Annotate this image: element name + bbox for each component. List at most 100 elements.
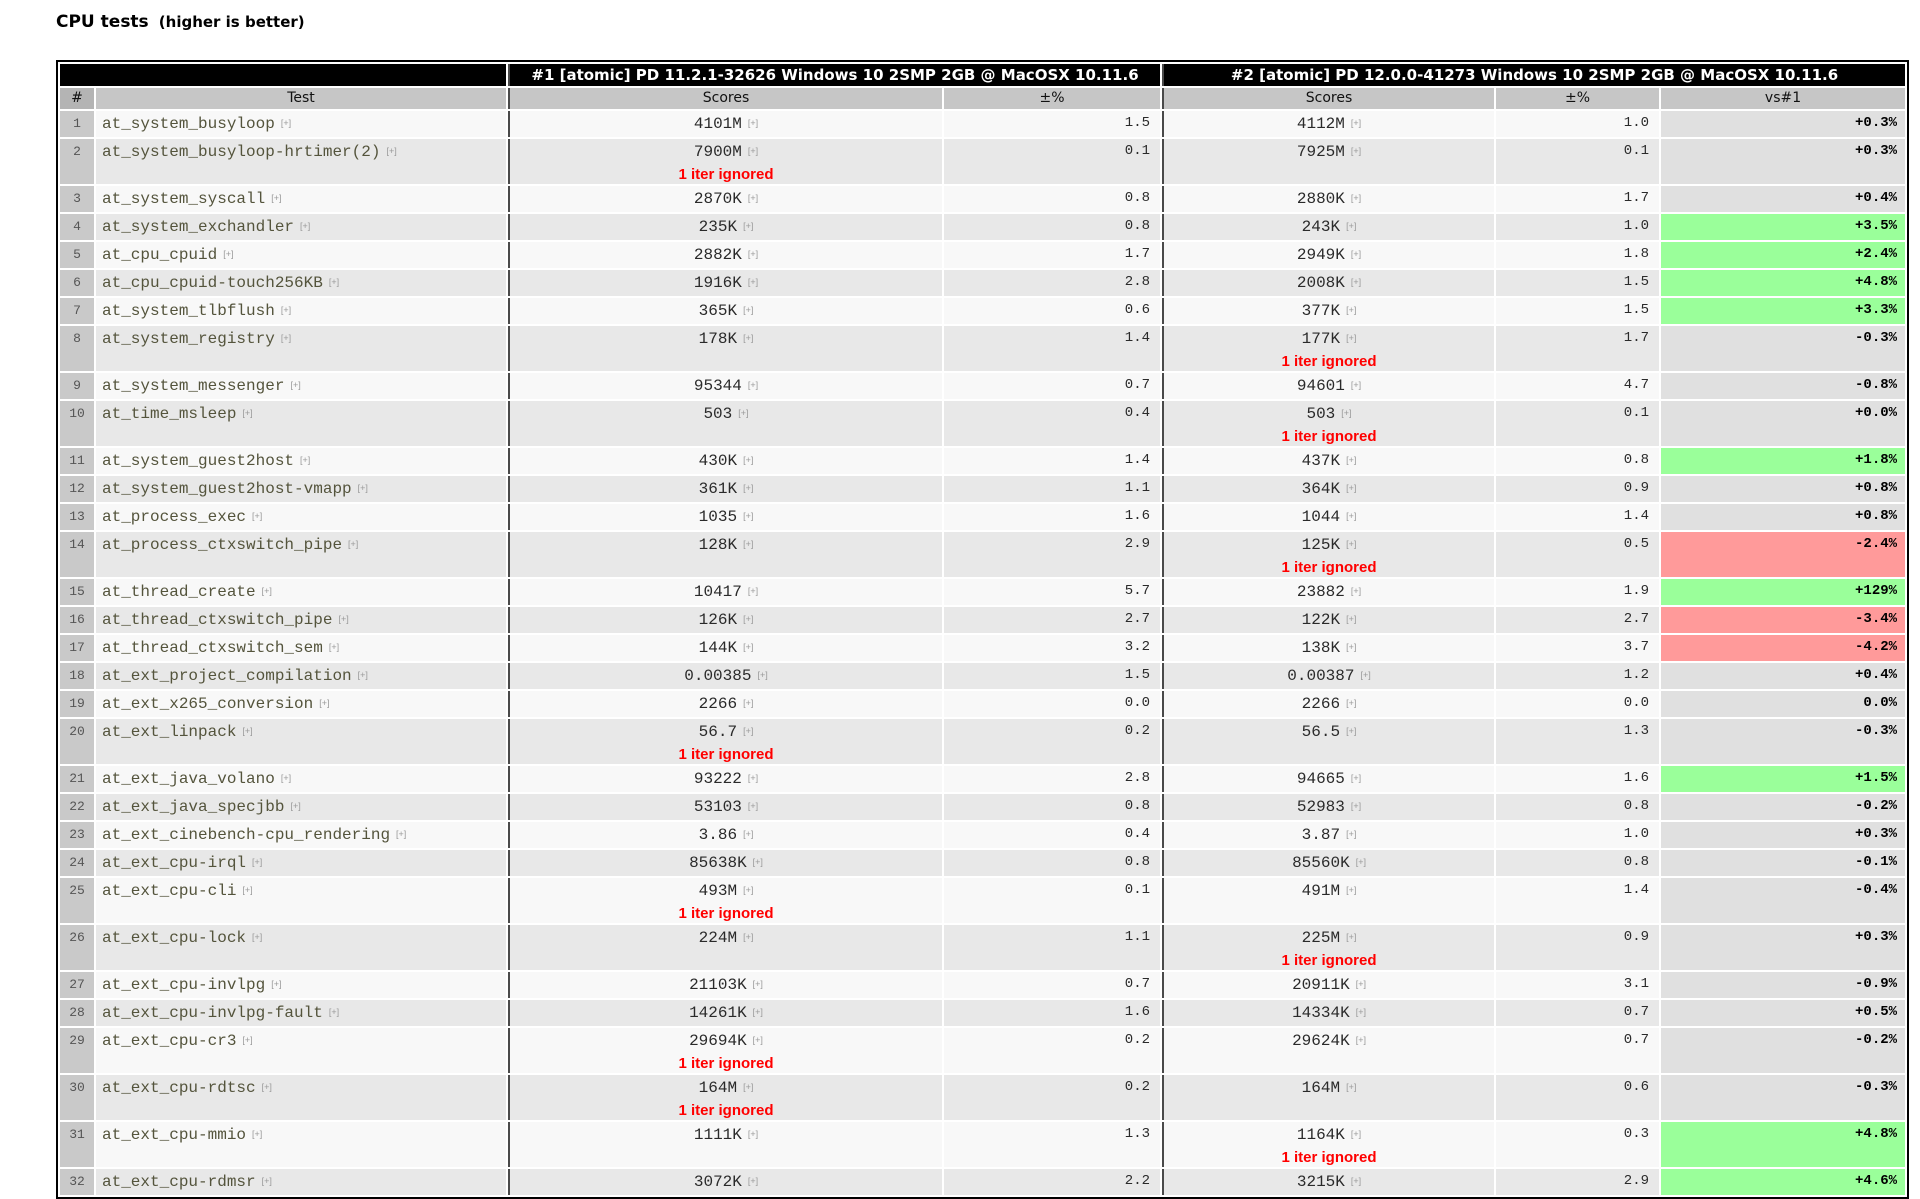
- expander-toggle[interactable]: [+]: [1346, 455, 1357, 465]
- expander-toggle[interactable]: [+]: [280, 333, 292, 343]
- expander-toggle[interactable]: [+]: [747, 380, 759, 390]
- expander-toggle[interactable]: [+]: [261, 1176, 272, 1186]
- expander-toggle[interactable]: [+]: [242, 408, 253, 418]
- score-value: 29694K: [689, 1032, 747, 1050]
- expander-toggle[interactable]: [+]: [252, 1129, 263, 1139]
- expander-toggle[interactable]: [+]: [1350, 277, 1362, 287]
- expander-toggle[interactable]: [+]: [242, 1035, 253, 1045]
- expander-toggle[interactable]: [+]: [1355, 857, 1366, 867]
- expander-toggle[interactable]: [+]: [280, 773, 292, 783]
- expander-toggle[interactable]: [+]: [396, 829, 407, 839]
- expander-toggle[interactable]: [+]: [1350, 773, 1362, 783]
- expander-toggle[interactable]: [+]: [1346, 305, 1357, 315]
- expander-toggle[interactable]: [+]: [1346, 829, 1357, 839]
- expander-toggle[interactable]: [+]: [752, 979, 763, 989]
- expander-toggle[interactable]: [+]: [348, 539, 359, 549]
- expander-toggle[interactable]: [+]: [1346, 511, 1357, 521]
- expander-toggle[interactable]: [+]: [328, 277, 340, 287]
- expander-toggle[interactable]: [+]: [1350, 801, 1362, 811]
- expander-toggle[interactable]: [+]: [1350, 1176, 1362, 1186]
- expander-toggle[interactable]: [+]: [357, 670, 368, 680]
- expander-toggle[interactable]: [+]: [752, 1035, 763, 1045]
- expander-toggle[interactable]: [+]: [743, 726, 754, 736]
- expander-toggle[interactable]: [+]: [261, 1082, 272, 1092]
- expander-toggle[interactable]: [+]: [747, 1129, 759, 1139]
- expander-toggle[interactable]: [+]: [743, 511, 754, 521]
- expander-toggle[interactable]: [+]: [743, 642, 754, 652]
- expander-toggle[interactable]: [+]: [1346, 333, 1357, 343]
- expander-toggle[interactable]: [+]: [743, 698, 754, 708]
- expander-toggle[interactable]: [+]: [743, 539, 754, 549]
- expander-toggle[interactable]: [+]: [747, 773, 759, 783]
- expander-toggle[interactable]: [+]: [1346, 483, 1357, 493]
- expander-toggle[interactable]: [+]: [1350, 586, 1362, 596]
- expander-toggle[interactable]: [+]: [280, 305, 292, 315]
- expander-toggle[interactable]: [+]: [747, 193, 759, 203]
- expander-toggle[interactable]: [+]: [1360, 670, 1371, 680]
- expander-toggle[interactable]: [+]: [1346, 932, 1357, 942]
- expander-toggle[interactable]: [+]: [743, 1082, 754, 1092]
- expander-toggle[interactable]: [+]: [1346, 642, 1357, 652]
- expander-toggle[interactable]: [+]: [747, 146, 759, 156]
- expander-toggle[interactable]: [+]: [757, 670, 768, 680]
- expander-toggle[interactable]: [+]: [1346, 221, 1357, 231]
- expander-toggle[interactable]: [+]: [747, 801, 759, 811]
- expander-toggle[interactable]: [+]: [743, 932, 754, 942]
- expander-toggle[interactable]: [+]: [328, 1007, 340, 1017]
- expander-toggle[interactable]: [+]: [290, 380, 301, 390]
- expander-toggle[interactable]: [+]: [1355, 1007, 1366, 1017]
- expander-toggle[interactable]: [+]: [1350, 380, 1362, 390]
- expander-toggle[interactable]: [+]: [747, 1176, 759, 1186]
- expander-toggle[interactable]: [+]: [328, 642, 340, 652]
- expander-toggle[interactable]: [+]: [1346, 539, 1357, 549]
- expander-toggle[interactable]: [+]: [1346, 614, 1357, 624]
- score-value: 93222: [693, 770, 742, 788]
- expander-toggle[interactable]: [+]: [261, 586, 272, 596]
- expander-toggle[interactable]: [+]: [743, 305, 754, 315]
- expander-toggle[interactable]: [+]: [743, 829, 754, 839]
- expander-toggle[interactable]: [+]: [752, 857, 763, 867]
- expander-toggle[interactable]: [+]: [1355, 1035, 1366, 1045]
- expander-toggle[interactable]: [+]: [1350, 249, 1362, 259]
- expander-toggle[interactable]: [+]: [1341, 408, 1352, 418]
- expander-toggle[interactable]: [+]: [743, 455, 754, 465]
- expander-toggle[interactable]: [+]: [747, 586, 759, 596]
- expander-toggle[interactable]: [+]: [1350, 118, 1362, 128]
- expander-toggle[interactable]: [+]: [743, 614, 754, 624]
- expander-toggle[interactable]: [+]: [743, 221, 754, 231]
- expander-toggle[interactable]: [+]: [300, 455, 311, 465]
- expander-toggle[interactable]: [+]: [357, 483, 368, 493]
- expander-toggle[interactable]: [+]: [1346, 726, 1357, 736]
- expander-toggle[interactable]: [+]: [271, 193, 282, 203]
- expander-toggle[interactable]: [+]: [1346, 698, 1357, 708]
- expander-toggle[interactable]: [+]: [1350, 1129, 1362, 1139]
- expander-toggle[interactable]: [+]: [743, 483, 754, 493]
- expander-toggle[interactable]: [+]: [738, 408, 749, 418]
- expander-toggle[interactable]: [+]: [386, 146, 397, 156]
- expander-toggle[interactable]: [+]: [252, 511, 263, 521]
- expander-toggle[interactable]: [+]: [271, 979, 282, 989]
- expander-toggle[interactable]: [+]: [1355, 979, 1366, 989]
- expander-toggle[interactable]: [+]: [242, 885, 253, 895]
- expander-toggle[interactable]: [+]: [300, 221, 311, 231]
- expander-toggle[interactable]: [+]: [252, 857, 263, 867]
- expander-toggle[interactable]: [+]: [747, 249, 759, 259]
- expander-toggle[interactable]: [+]: [1350, 146, 1362, 156]
- expander-toggle[interactable]: [+]: [223, 249, 234, 259]
- expander-toggle[interactable]: [+]: [290, 801, 301, 811]
- expander-toggle[interactable]: [+]: [338, 614, 349, 624]
- expander-toggle[interactable]: [+]: [743, 885, 754, 895]
- expander-toggle[interactable]: [+]: [747, 277, 759, 287]
- expander-toggle[interactable]: [+]: [280, 118, 292, 128]
- expander-toggle[interactable]: [+]: [743, 333, 754, 343]
- expander-toggle[interactable]: [+]: [319, 698, 330, 708]
- expander-toggle[interactable]: [+]: [752, 1007, 763, 1017]
- test-name: at_system_exchandler: [102, 218, 295, 236]
- expander-toggle[interactable]: [+]: [1346, 1082, 1357, 1092]
- expander-toggle[interactable]: [+]: [252, 932, 263, 942]
- expander-toggle[interactable]: [+]: [1350, 193, 1362, 203]
- expander-toggle[interactable]: [+]: [1346, 885, 1357, 895]
- expander-toggle[interactable]: [+]: [242, 726, 253, 736]
- test-cell: at_ext_cpu-invlpg-fault [+]: [96, 1000, 506, 1026]
- expander-toggle[interactable]: [+]: [747, 118, 759, 128]
